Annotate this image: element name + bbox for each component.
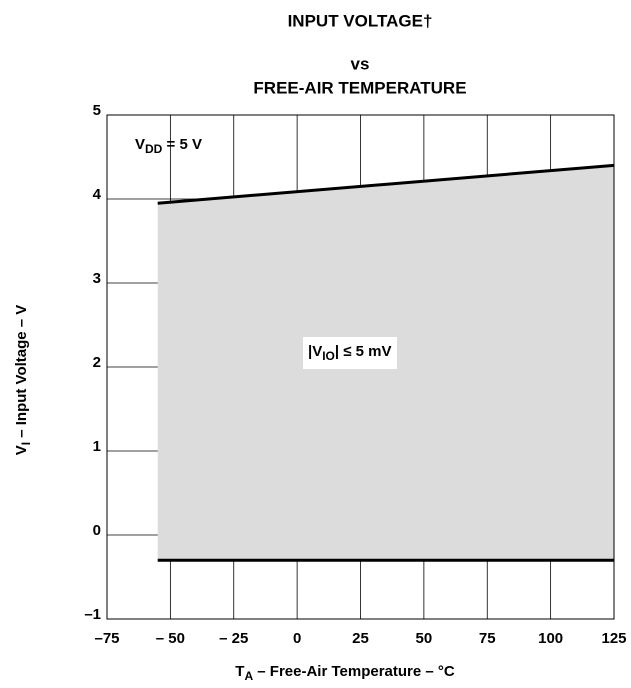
x-tick-label: –75 <box>94 630 119 647</box>
y-tick-label: –1 <box>84 606 101 623</box>
chart-title: vs <box>351 54 370 73</box>
y-tick-label: 5 <box>93 102 101 119</box>
annotation-part: V <box>135 136 145 153</box>
x-tick-label: – 25 <box>219 630 248 647</box>
chart-title: FREE-AIR TEMPERATURE <box>253 78 466 97</box>
x-tick-label: 125 <box>601 630 626 647</box>
x-tick-label: – 50 <box>156 630 185 647</box>
x-axis-label-part: T <box>235 663 244 680</box>
annotation-part: |V <box>308 343 322 360</box>
chart-title: INPUT VOLTAGE† <box>288 11 433 30</box>
x-tick-label: 100 <box>538 630 563 647</box>
annotation: |VIO| ≤ 5 mV <box>308 343 392 363</box>
x-axis-label: TA – Free-Air Temperature – °C <box>235 663 455 683</box>
upper-line <box>157 163 615 205</box>
x-tick-label: 25 <box>352 630 369 647</box>
y-axis-label: VI – Input Voltage – V <box>13 305 33 456</box>
x-tick-label: 50 <box>416 630 433 647</box>
annotation-part: DD <box>145 142 163 156</box>
x-tick-label: 0 <box>293 630 301 647</box>
x-axis-label-part: – Free-Air Temperature – °C <box>253 663 455 680</box>
y-tick-label: 0 <box>93 522 101 539</box>
plot-frame <box>106 114 615 620</box>
y-tick-label: 3 <box>93 270 101 287</box>
y-axis-label-part: – Input Voltage – V <box>13 305 30 442</box>
y-tick-label: 2 <box>93 354 101 371</box>
y-axis-label-part: I <box>19 442 33 445</box>
label-box <box>303 337 397 369</box>
x-tick-label: 75 <box>479 630 496 647</box>
annotation-part: = 5 V <box>162 136 202 153</box>
x-axis-label-part: A <box>244 669 253 683</box>
annotation: VDD = 5 V <box>135 136 202 156</box>
annotation-part: IO <box>322 349 335 363</box>
y-axis-label-part: V <box>13 445 30 455</box>
y-tick-label: 4 <box>93 186 102 203</box>
y-tick-label: 1 <box>93 438 101 455</box>
annotation-part: | ≤ 5 mV <box>335 343 392 360</box>
